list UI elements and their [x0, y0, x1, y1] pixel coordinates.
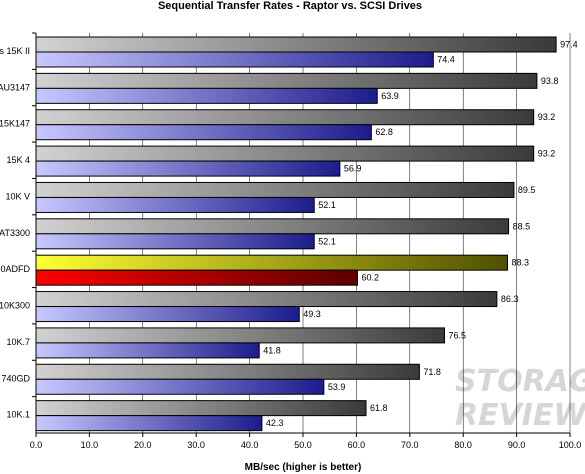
category-label: 0ADFD	[0, 264, 30, 274]
x-tick-label: 70.0	[401, 440, 419, 450]
bar-series-2	[35, 87, 378, 104]
bar-series-2	[35, 51, 434, 68]
bar-series-1	[35, 400, 367, 417]
watermark-line-2: REVIEW	[455, 398, 585, 433]
x-tick-label: 50.0	[294, 440, 312, 450]
x-tick-label: 10.0	[81, 440, 99, 450]
bar-series-1	[35, 327, 446, 344]
bar-series-1	[35, 145, 535, 162]
value-label: 63.9	[381, 91, 399, 101]
bars	[35, 36, 557, 432]
value-label: 56.9	[344, 164, 362, 174]
labels: 97.4 74.4 s 15K II 93.8 63.9 AU3147 93.2 62.8 15…	[0, 40, 578, 429]
x-tick-label: 80.0	[454, 440, 472, 450]
value-label: 42.3	[266, 418, 284, 428]
value-label: 52.1	[318, 200, 336, 210]
category-label: 10K V	[5, 191, 30, 201]
bar-series-2	[35, 124, 372, 141]
category-label: 10K.1	[6, 410, 30, 420]
value-label: 61.8	[370, 403, 388, 413]
value-label: 86.3	[501, 294, 519, 304]
bar-series-2	[35, 196, 315, 213]
x-axis-label: MB/sec (higher is better)	[245, 462, 362, 473]
category-label: AT3300	[0, 228, 30, 238]
x-tick-label: 60.0	[348, 440, 366, 450]
category-label: s 15K II	[0, 46, 30, 56]
value-label: 52.1	[318, 236, 336, 246]
value-label: 76.5	[449, 330, 467, 340]
category-label: 10K.7	[6, 337, 30, 347]
bar-series-1	[35, 291, 498, 308]
value-label: 41.8	[263, 345, 281, 355]
bar-series-2	[35, 160, 341, 177]
x-tick-label: 30.0	[187, 440, 205, 450]
bar-series-2	[35, 233, 315, 250]
bar-series-2	[35, 269, 358, 286]
category-label: 15K 4	[6, 155, 30, 165]
x-tick-label: 100.0	[559, 440, 582, 450]
bar-series-1	[35, 109, 535, 126]
category-label: 15K147	[0, 119, 30, 129]
value-label: 97.4	[560, 40, 578, 50]
value-label: 93.8	[541, 76, 559, 86]
category-label: 740GD	[1, 373, 30, 383]
value-label: 93.2	[538, 112, 556, 122]
x-tick-label: 0.0	[30, 440, 43, 450]
bar-series-1	[35, 181, 515, 198]
bar-series-1	[35, 218, 510, 235]
value-label: 74.4	[437, 55, 455, 65]
x-tick-label: 40.0	[241, 440, 259, 450]
value-label: 62.8	[375, 127, 393, 137]
chart-title: Sequential Transfer Rates - Raptor vs. S…	[158, 0, 422, 12]
bar-series-2	[35, 306, 300, 323]
x-tick-label: 20.0	[134, 440, 152, 450]
bar-series-1	[35, 36, 557, 53]
category-label: AU3147	[0, 82, 30, 92]
bar-series-2	[35, 415, 263, 432]
bar-series-1	[35, 72, 538, 89]
bar-series-2	[35, 378, 325, 395]
value-label: 93.2	[538, 149, 556, 159]
value-label: 88.3	[512, 258, 530, 268]
category-label: 10K300	[0, 301, 30, 311]
x-ticks: 0.0 10.0 20.0 30.0 40.0 50.0 60.0 70.0 80.0 90.0 1…	[30, 32, 582, 450]
watermark-line-1: STORAGE	[455, 364, 585, 399]
value-label: 60.2	[361, 273, 379, 283]
value-label: 49.3	[303, 309, 321, 319]
value-label: 88.5	[513, 221, 531, 231]
bar-series-1	[35, 254, 509, 271]
bar-series-1	[35, 363, 420, 380]
bar-series-2	[35, 342, 260, 359]
value-label: 89.5	[518, 185, 536, 195]
value-label: 53.9	[328, 382, 346, 392]
x-tick-label: 90.0	[508, 440, 526, 450]
value-label: 71.8	[423, 367, 441, 377]
